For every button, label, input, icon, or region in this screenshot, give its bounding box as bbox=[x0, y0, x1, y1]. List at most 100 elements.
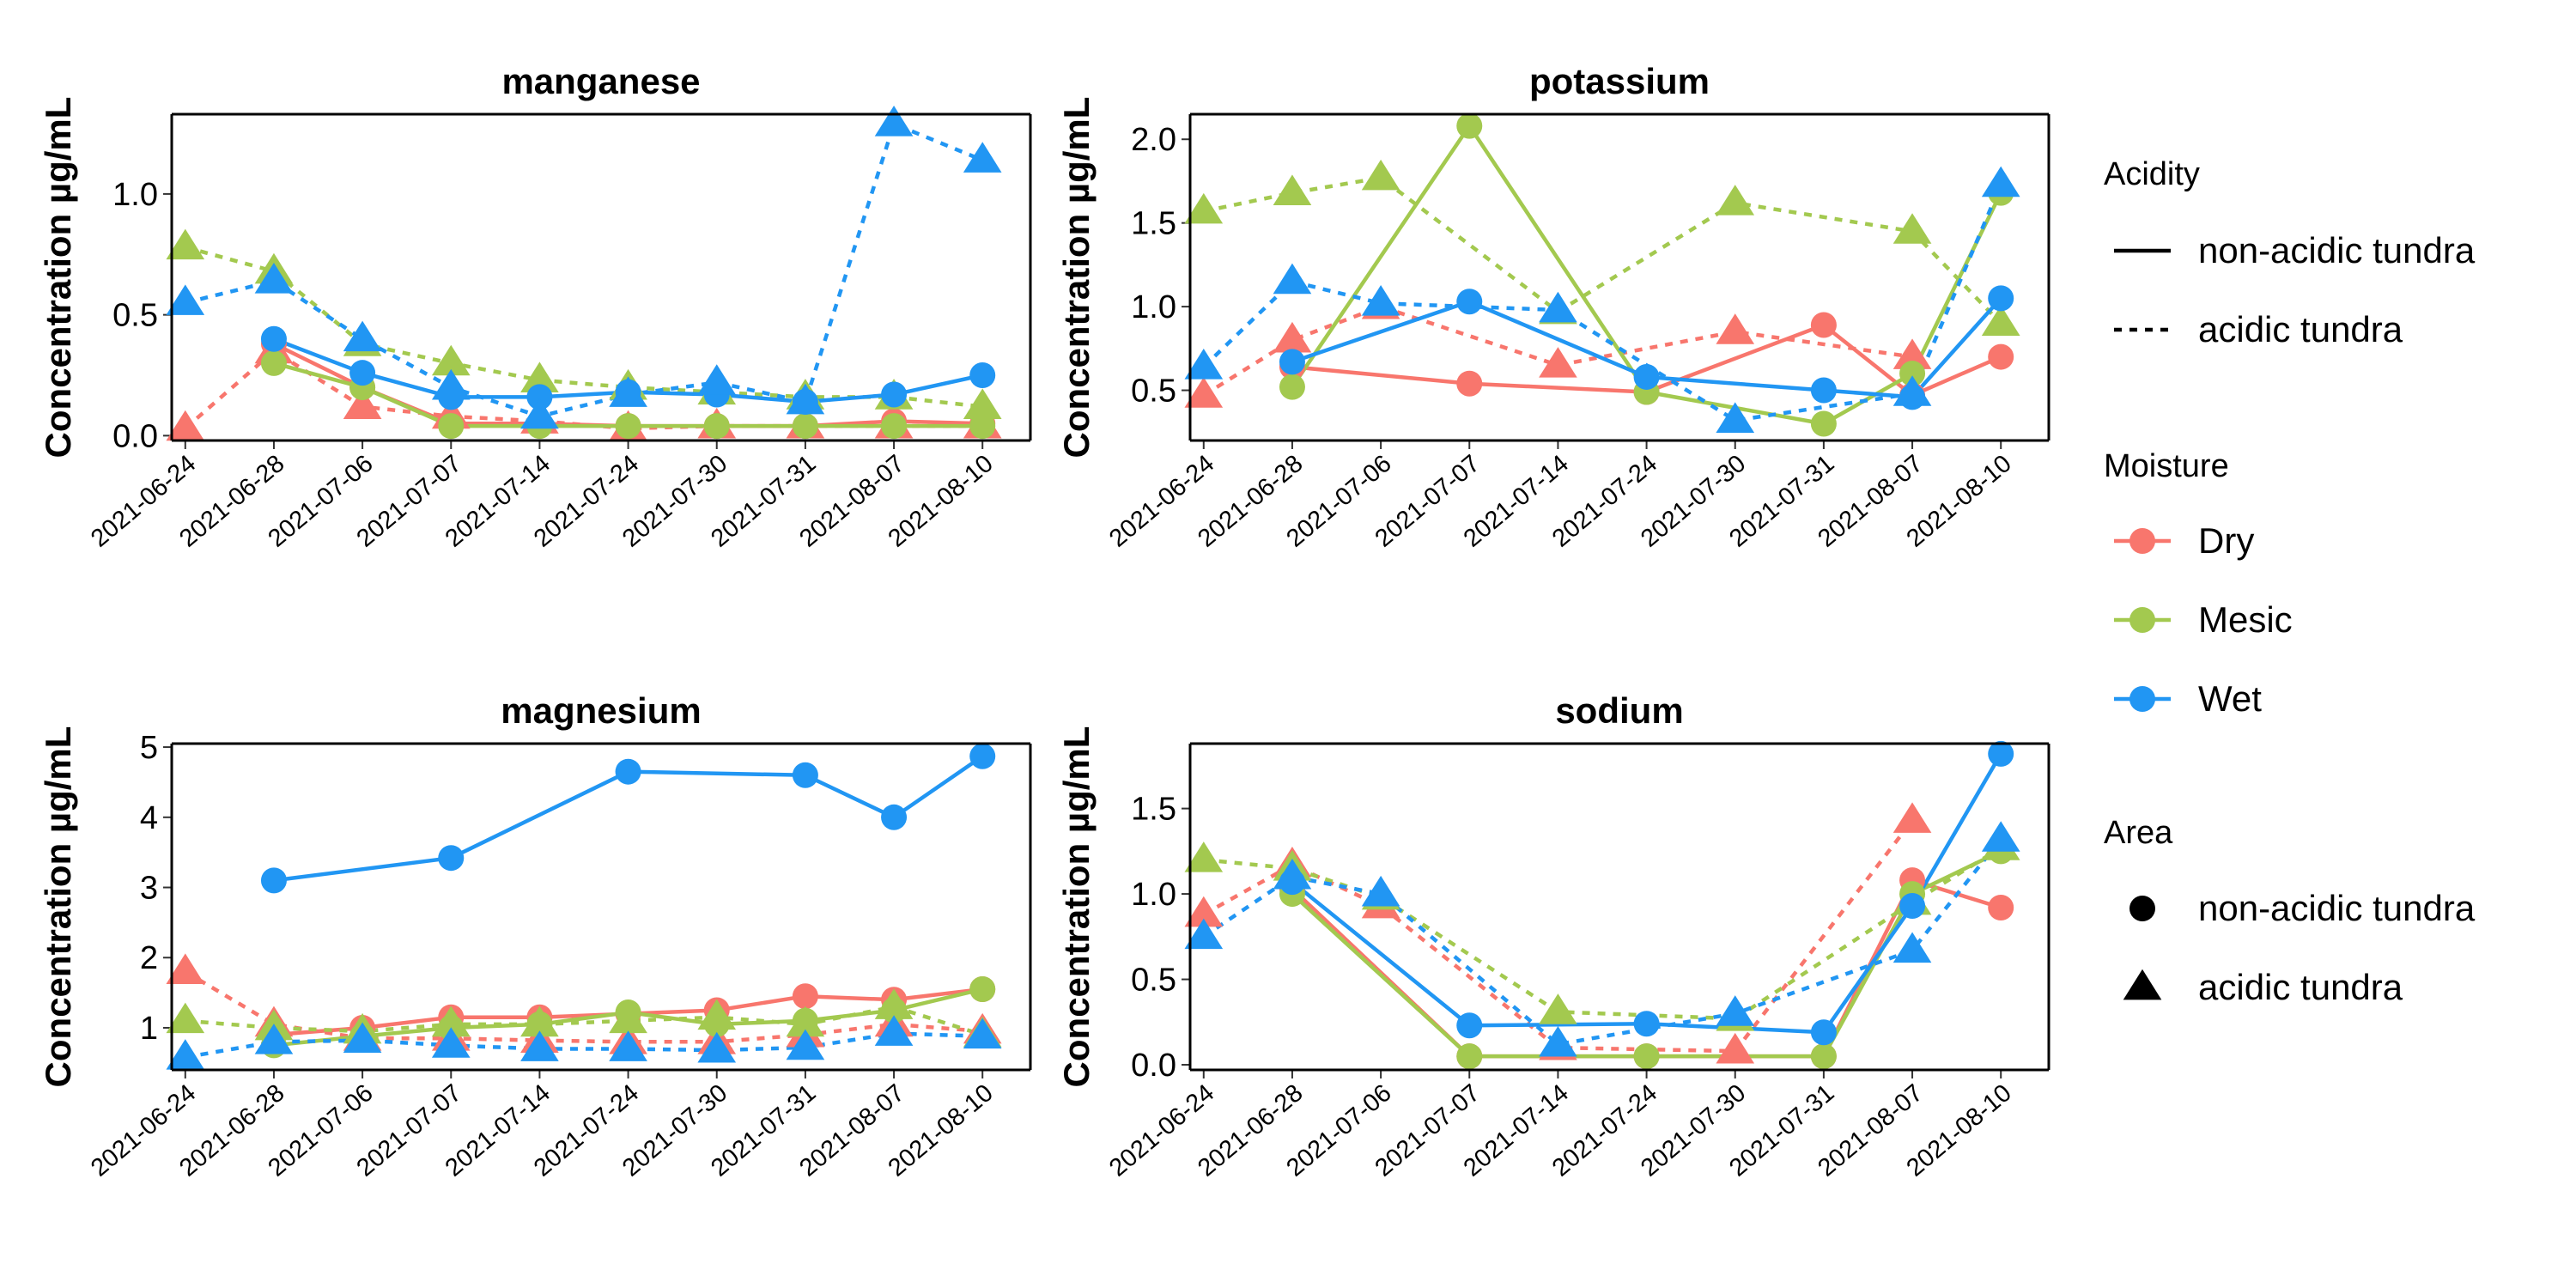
data-point-circle bbox=[792, 413, 818, 440]
data-point-circle bbox=[881, 413, 908, 440]
data-point-circle bbox=[1456, 1012, 1483, 1039]
data-point-triangle bbox=[697, 364, 737, 395]
data-point-triangle bbox=[254, 1024, 294, 1054]
panel-potassium: potassium Concentration µg/mL 0.5 1.0 1.5 2.0… bbox=[1056, 61, 2050, 553]
data-point-triangle bbox=[697, 1031, 737, 1063]
series-line-mesic-acidic bbox=[1203, 846, 2002, 1021]
data-point-triangle bbox=[1361, 285, 1400, 316]
data-point-triangle bbox=[1893, 213, 1932, 244]
y-tick-label: 1 bbox=[140, 1011, 158, 1047]
data-point-circle bbox=[349, 360, 376, 386]
legend-title-acidity: Acidity bbox=[2104, 156, 2200, 192]
legend-label-area: acidic tundra bbox=[2198, 967, 2403, 1007]
legend-label-moisture: Mesic bbox=[2198, 599, 2293, 640]
y-axis-label: Concentration µg/mL bbox=[1056, 97, 1097, 459]
data-point-circle bbox=[1633, 1043, 1660, 1070]
data-point-triangle bbox=[1716, 1032, 1755, 1064]
data-point-triangle bbox=[431, 1005, 471, 1037]
data-point-triangle bbox=[609, 376, 647, 407]
data-point-circle bbox=[1810, 312, 1837, 338]
data-point-triangle bbox=[1981, 166, 2020, 197]
y-axis-label: Concentration µg/mL bbox=[38, 97, 78, 459]
series-line-mesic-acidic bbox=[185, 245, 983, 409]
series-line-mesic-acidic bbox=[185, 1005, 983, 1037]
data-point-triangle bbox=[1184, 377, 1224, 408]
data-point-triangle bbox=[1539, 1025, 1577, 1057]
data-point-triangle bbox=[1184, 349, 1224, 380]
data-point-triangle bbox=[166, 1002, 205, 1034]
data-point-triangle bbox=[520, 1005, 559, 1037]
data-point-triangle bbox=[1273, 858, 1312, 890]
panel-title: magnesium bbox=[501, 690, 701, 731]
data-point-circle bbox=[969, 413, 996, 440]
data-point-circle bbox=[1988, 740, 2014, 767]
data-point-circle bbox=[1810, 377, 1837, 404]
data-point-triangle bbox=[1539, 347, 1577, 378]
y-tick-label: 0.5 bbox=[1131, 963, 1176, 999]
y-tick-label: 2 bbox=[140, 940, 158, 976]
series-line-mesic-acidic bbox=[1203, 175, 2002, 325]
data-point-triangle bbox=[1893, 802, 1932, 833]
series-line-wet-acidic bbox=[185, 122, 984, 419]
data-point-circle bbox=[1633, 363, 1660, 390]
data-point-circle bbox=[1279, 374, 1305, 400]
data-point-triangle bbox=[609, 1002, 647, 1034]
series-line-dry-non-acidic bbox=[1291, 323, 2002, 398]
data-point-triangle bbox=[254, 263, 294, 294]
data-point-triangle bbox=[343, 388, 382, 419]
legend-key-point bbox=[2129, 528, 2155, 554]
data-point-triangle bbox=[1273, 174, 1312, 205]
y-tick-label: 1.5 bbox=[1131, 792, 1176, 828]
data-point-circle bbox=[1899, 893, 1926, 920]
data-point-circle bbox=[1899, 361, 1926, 387]
panel-title: potassium bbox=[1529, 61, 1710, 101]
legend-title-area: Area bbox=[2104, 815, 2173, 851]
data-point-triangle bbox=[1361, 159, 1400, 191]
y-tick-label: 1.0 bbox=[1131, 877, 1176, 913]
data-point-triangle bbox=[963, 388, 1002, 419]
data-point-circle bbox=[792, 762, 818, 788]
y-tick-label: 2.0 bbox=[1131, 122, 1176, 158]
data-point-triangle bbox=[697, 999, 737, 1030]
panel-title: sodium bbox=[1555, 690, 1683, 731]
legend: Acidity non-acidic tundra acidic tundra Moi… bbox=[2104, 156, 2476, 1007]
data-point-triangle bbox=[520, 1030, 559, 1061]
data-point-circle bbox=[881, 804, 908, 830]
data-point-triangle bbox=[1361, 875, 1400, 907]
data-point-triangle bbox=[963, 1018, 1002, 1049]
data-point-circle bbox=[1988, 894, 2014, 920]
data-point-triangle bbox=[166, 953, 205, 984]
data-point-triangle bbox=[874, 1015, 914, 1046]
data-point-triangle bbox=[1716, 313, 1755, 344]
data-point-triangle bbox=[1716, 995, 1755, 1026]
data-point-triangle bbox=[431, 344, 471, 376]
data-point-circle bbox=[260, 349, 287, 376]
y-tick-label: 1.5 bbox=[1131, 206, 1176, 242]
data-point-triangle bbox=[609, 1030, 647, 1061]
data-point-circle bbox=[1456, 112, 1483, 139]
series-line-dry-acidic bbox=[184, 969, 983, 1044]
series-line-wet-non-acidic bbox=[1291, 296, 2002, 399]
series-line-wet-acidic bbox=[185, 1031, 983, 1060]
data-point-circle bbox=[1988, 343, 2014, 370]
data-point-triangle bbox=[343, 320, 382, 352]
data-point-circle bbox=[1810, 410, 1837, 437]
data-point-triangle bbox=[1893, 338, 1932, 369]
y-tick-label: 1.0 bbox=[112, 177, 158, 213]
data-point-triangle bbox=[1981, 821, 2020, 852]
legend-label-moisture: Dry bbox=[2198, 520, 2254, 561]
series-line-wet-acidic bbox=[1202, 183, 2003, 422]
y-axis-label: Concentration µg/mL bbox=[1056, 726, 1097, 1088]
series-line-wet-non-acidic bbox=[273, 754, 984, 883]
data-point-circle bbox=[1456, 370, 1483, 397]
data-point-triangle bbox=[1184, 192, 1224, 224]
data-point-triangle bbox=[1539, 291, 1577, 323]
data-point-triangle bbox=[786, 1005, 825, 1037]
data-point-triangle bbox=[166, 410, 205, 441]
data-point-circle bbox=[615, 413, 641, 440]
data-point-circle bbox=[1810, 1043, 1837, 1070]
data-point-circle bbox=[969, 743, 996, 769]
